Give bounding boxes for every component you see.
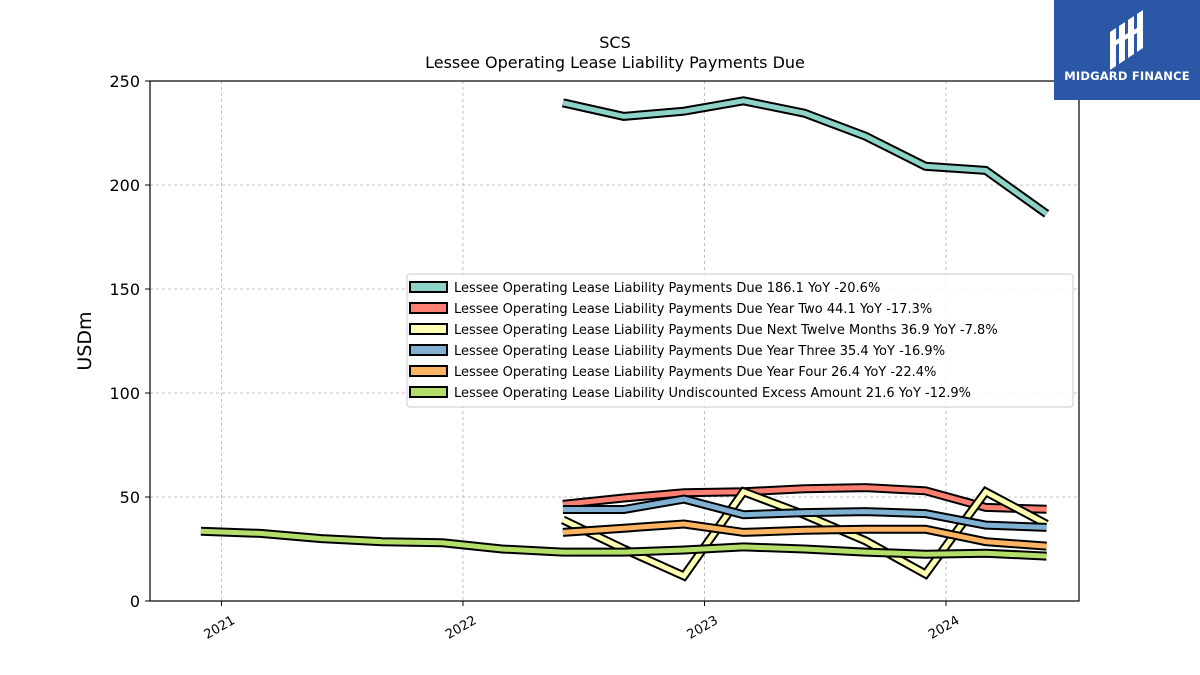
logo-text: MIDGARD FINANCE — [1064, 69, 1190, 83]
series-lines — [200, 96, 1050, 582]
series-line-1 — [561, 96, 1050, 218]
series-line-4 — [562, 494, 1047, 532]
x-tick-label: 2023 — [685, 613, 721, 643]
y-tick-label: 150 — [109, 280, 140, 299]
legend-entry: Lessee Operating Lease Liability Payment… — [454, 365, 936, 380]
legend-swatch — [409, 365, 448, 377]
legend-entry: Lessee Operating Lease Liability Payment… — [454, 344, 945, 359]
legend-entry: Lessee Operating Lease Liability Payment… — [454, 281, 880, 296]
legend-entry: Lessee Operating Lease Liability Payment… — [454, 323, 998, 338]
legend-swatch — [409, 281, 448, 293]
series-line-6 — [200, 526, 1047, 561]
plot-frame — [149, 80, 1080, 602]
legend-entry: Lessee Operating Lease Liability Payment… — [454, 302, 932, 317]
legend-swatch — [409, 302, 448, 314]
series-line-5 — [562, 519, 1047, 551]
chart-subtitle: Lessee Operating Lease Liability Payment… — [425, 53, 805, 72]
y-tick-label: 200 — [109, 176, 140, 195]
y-tick-label: 250 — [109, 72, 140, 91]
legend-box — [406, 273, 1074, 408]
x-tick-label: 2024 — [926, 613, 962, 643]
legend-swatch — [409, 386, 448, 398]
y-axis-label: USDm — [74, 311, 96, 370]
legend-swatch — [409, 344, 448, 356]
y-tick-label: 50 — [120, 488, 140, 507]
x-tick-label: 2021 — [202, 613, 238, 643]
legend-entry: Lessee Operating Lease Liability Undisco… — [454, 386, 971, 401]
legend-swatch — [409, 323, 448, 335]
y-tick-label: 0 — [130, 592, 140, 611]
chart-title: SCS — [599, 33, 630, 52]
y-tick-label: 100 — [109, 384, 140, 403]
logo-mark-icon — [1110, 10, 1143, 70]
legend: Lessee Operating Lease Liability Payment… — [406, 273, 1074, 408]
x-tick-label: 2022 — [443, 613, 479, 643]
series-line-2 — [562, 483, 1047, 514]
midgard-finance-logo: MIDGARD FINANCE — [1054, 0, 1200, 100]
